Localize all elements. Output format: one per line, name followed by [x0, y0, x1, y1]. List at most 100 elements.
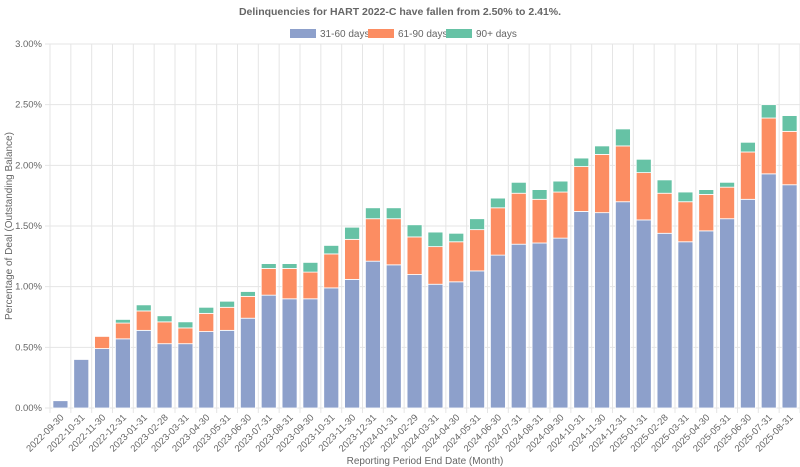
bar-segment-31-60-days[interactable] — [94, 348, 110, 409]
bar-segment-90-days[interactable] — [719, 181, 735, 188]
bar-segment-90-days[interactable] — [573, 157, 590, 167]
bar-segment-61-90-days[interactable] — [760, 117, 777, 175]
bar-segment-31-60-days[interactable] — [510, 243, 527, 409]
bar-segment-90-days[interactable] — [490, 197, 506, 209]
bar-segment-90-days[interactable] — [344, 226, 360, 240]
bar-segment-90-days[interactable] — [219, 300, 235, 308]
bar-segment-31-60-days[interactable] — [302, 298, 319, 409]
bar-segment-61-90-days[interactable] — [385, 218, 402, 266]
bar-segment-31-60-days[interactable] — [552, 237, 569, 409]
bar-segment-31-60-days[interactable] — [490, 254, 506, 409]
bar-segment-61-90-days[interactable] — [115, 322, 131, 340]
bar-segment-31-60-days[interactable] — [156, 343, 173, 409]
bar-segment-61-90-days[interactable] — [365, 218, 381, 262]
bar-segment-61-90-days[interactable] — [615, 145, 631, 203]
bar-segment-61-90-days[interactable] — [344, 238, 360, 280]
legend-item-31-60[interactable]: 31-60 days — [290, 29, 369, 40]
bar-segment-61-90-days[interactable] — [260, 268, 277, 296]
legend-item-90-plus[interactable]: 90+ days — [446, 29, 517, 40]
bar-segment-90-days[interactable] — [594, 145, 610, 155]
bar-segment-61-90-days[interactable] — [219, 306, 235, 331]
bar-segment-31-60-days[interactable] — [115, 338, 131, 409]
bar-segment-61-90-days[interactable] — [573, 166, 590, 212]
bar-segment-31-60-days[interactable] — [240, 317, 256, 409]
bar-segment-31-60-days[interactable] — [323, 287, 340, 409]
bar-segment-61-90-days[interactable] — [94, 336, 110, 349]
bar-segment-31-60-days[interactable] — [760, 173, 777, 409]
bar-segment-31-60-days[interactable] — [365, 260, 381, 409]
bar-segment-61-90-days[interactable] — [323, 253, 340, 289]
bar-segment-61-90-days[interactable] — [781, 130, 798, 186]
bar-segment-31-60-days[interactable] — [427, 283, 444, 409]
bar-segment-61-90-days[interactable] — [594, 154, 610, 214]
bar-segment-90-days[interactable] — [427, 231, 444, 248]
bar-segment-61-90-days[interactable] — [177, 327, 194, 345]
bar-segment-31-60-days[interactable] — [385, 264, 402, 409]
bar-segment-61-90-days[interactable] — [135, 310, 152, 331]
bar-segment-61-90-days[interactable] — [240, 295, 256, 319]
bar-segment-90-days[interactable] — [385, 207, 402, 220]
bar-segment-90-days[interactable] — [365, 207, 381, 220]
bar-segment-90-days[interactable] — [615, 128, 631, 147]
bar-segment-90-days[interactable] — [406, 224, 423, 238]
bar-segment-31-60-days[interactable] — [198, 331, 215, 409]
bar-segment-61-90-days[interactable] — [448, 241, 465, 283]
bar-segment-90-days[interactable] — [281, 263, 298, 269]
bar-segment-90-days[interactable] — [323, 245, 340, 255]
bar-segment-31-60-days[interactable] — [281, 298, 298, 409]
bar-segment-31-60-days[interactable] — [740, 198, 756, 409]
bar-segment-31-60-days[interactable] — [531, 242, 548, 409]
bar-segment-31-60-days[interactable] — [73, 359, 90, 409]
bar-segment-61-90-days[interactable] — [719, 186, 735, 220]
bar-segment-90-days[interactable] — [177, 321, 194, 329]
bar-segment-90-days[interactable] — [740, 141, 756, 153]
bar-segment-61-90-days[interactable] — [531, 198, 548, 244]
bar-segment-31-60-days[interactable] — [677, 241, 694, 409]
bar-segment-90-days[interactable] — [677, 191, 694, 203]
bar-segment-61-90-days[interactable] — [198, 312, 215, 332]
bar-segment-90-days[interactable] — [198, 306, 215, 314]
bar-segment-61-90-days[interactable] — [510, 192, 527, 245]
bar-segment-90-days[interactable] — [552, 180, 569, 193]
bar-segment-90-days[interactable] — [469, 218, 485, 231]
bar-segment-90-days[interactable] — [115, 319, 131, 324]
bar-segment-90-days[interactable] — [156, 315, 173, 323]
bar-segment-61-90-days[interactable] — [740, 151, 756, 200]
bar-segment-31-60-days[interactable] — [594, 212, 610, 409]
bar-segment-31-60-days[interactable] — [781, 184, 798, 409]
bar-segment-61-90-days[interactable] — [406, 236, 423, 275]
bar-segment-31-60-days[interactable] — [260, 294, 277, 409]
bar-segment-90-days[interactable] — [240, 291, 256, 297]
bar-segment-31-60-days[interactable] — [448, 281, 465, 409]
bar-segment-61-90-days[interactable] — [490, 207, 506, 256]
bar-segment-61-90-days[interactable] — [469, 229, 485, 272]
bar-segment-31-60-days[interactable] — [406, 274, 423, 409]
bar-segment-90-days[interactable] — [448, 232, 465, 243]
bar-segment-90-days[interactable] — [260, 263, 277, 269]
bar-segment-90-days[interactable] — [635, 158, 652, 174]
bar-segment-61-90-days[interactable] — [156, 321, 173, 345]
bar-segment-90-days[interactable] — [135, 304, 152, 312]
bar-segment-31-60-days[interactable] — [635, 219, 652, 409]
bar-segment-90-days[interactable] — [698, 189, 715, 195]
bar-segment-31-60-days[interactable] — [719, 218, 735, 409]
bar-segment-61-90-days[interactable] — [281, 268, 298, 300]
bar-segment-61-90-days[interactable] — [302, 271, 319, 300]
legend-item-61-90[interactable]: 61-90 days — [368, 29, 447, 40]
bar-segment-61-90-days[interactable] — [635, 172, 652, 221]
bar-segment-90-days[interactable] — [781, 115, 798, 132]
bar-segment-90-days[interactable] — [302, 261, 319, 273]
bar-segment-61-90-days[interactable] — [656, 192, 673, 234]
bar-segment-90-days[interactable] — [760, 104, 777, 119]
bar-segment-31-60-days[interactable] — [52, 400, 69, 409]
bar-segment-90-days[interactable] — [531, 189, 548, 200]
bar-segment-90-days[interactable] — [510, 181, 527, 194]
bar-segment-61-90-days[interactable] — [698, 194, 715, 232]
bar-segment-61-90-days[interactable] — [677, 201, 694, 243]
bar-segment-31-60-days[interactable] — [177, 343, 194, 409]
bar-segment-31-60-days[interactable] — [656, 232, 673, 409]
bar-segment-90-days[interactable] — [656, 179, 673, 194]
bar-segment-31-60-days[interactable] — [469, 270, 485, 409]
bar-segment-31-60-days[interactable] — [573, 211, 590, 409]
bar-segment-31-60-days[interactable] — [344, 278, 360, 409]
